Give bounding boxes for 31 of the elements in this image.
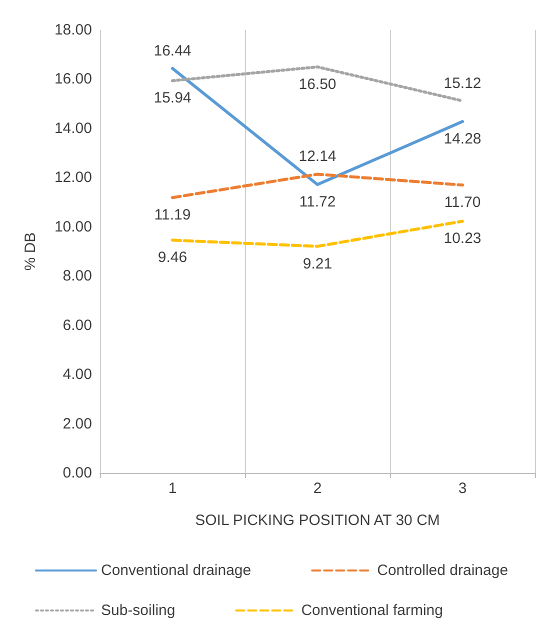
data-label: 14.28 [444,130,482,148]
x-tick-label: 2 [313,480,322,497]
y-tick-label: 10.00 [54,218,92,236]
legend-label: Controlled drainage [377,562,508,579]
data-label: 9.21 [302,255,332,272]
data-label: 15.12 [444,74,482,92]
data-label: 10.23 [444,230,482,248]
data-label: 11.72 [299,194,336,211]
y-tick-label: 8.00 [62,268,92,285]
y-tick-label: 16.00 [54,70,92,88]
data-label: 15.94 [154,90,192,107]
legend-label: Conventional farming [301,602,443,619]
x-axis-title: SOIL PICKING POSITION AT 30 CM [195,512,440,529]
x-tick-label: 1 [168,480,177,497]
y-tick-label: 12.00 [54,169,92,186]
y-tick-label: 0.00 [62,464,92,482]
y-tick-label: 6.00 [62,316,92,334]
x-tick-label: 3 [458,480,467,497]
data-label: 11.70 [444,194,481,212]
data-label: 16.50 [298,76,336,93]
y-tick-label: 14.00 [54,120,92,137]
y-tick-label: 18.00 [54,22,92,38]
y-axis-title: % DB [22,232,39,271]
legend-label: Sub-soiling [101,602,176,619]
data-label: 9.46 [158,249,188,266]
data-label: 11.19 [154,206,191,224]
y-tick-label: 4.00 [62,366,92,384]
data-label: 16.44 [154,42,192,60]
legend-label: Conventional drainage [101,562,252,579]
data-label: 12.14 [298,148,336,166]
y-tick-label: 2.00 [62,415,92,432]
